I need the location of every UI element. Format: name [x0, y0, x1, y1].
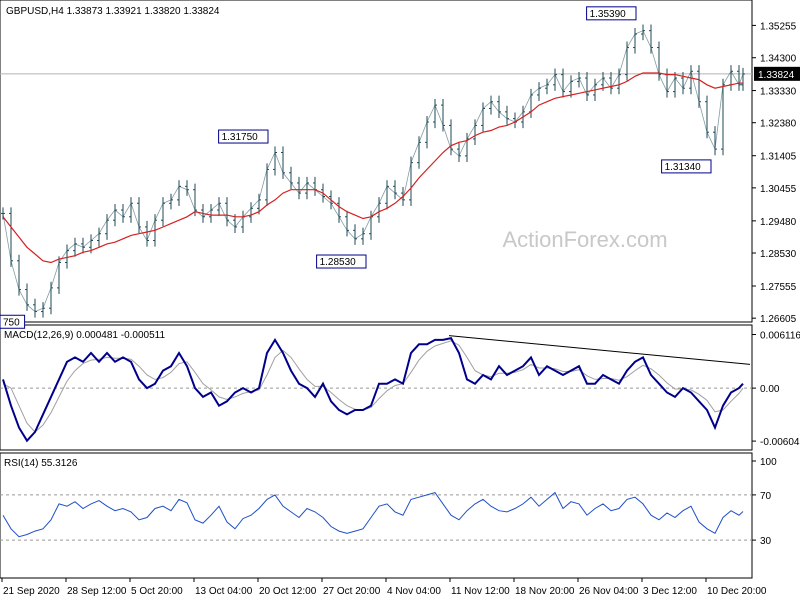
- x-tick-label: 13 Oct 04:00: [195, 586, 253, 597]
- rsi-y-tick-label: 30: [760, 536, 772, 547]
- rsi-y-axis: 100 70 30: [0, 457, 777, 547]
- price-callout-label: 1.31750: [222, 132, 259, 143]
- rsi-line: [2, 491, 744, 538]
- x-tick-label: 27 Oct 20:00: [323, 586, 381, 597]
- macd-y-tick-label: 0.006116: [760, 330, 800, 341]
- x-tick-label: 5 Oct 20:00: [131, 586, 183, 597]
- x-axis: 21 Sep 2020 28 Sep 12:00 5 Oct 20:00 13 Oct…: [1, 578, 767, 597]
- price-title: GBPUSD,H4 1.33873 1.33921 1.33820 1.3382…: [6, 6, 220, 17]
- price-callout-label: 750: [3, 317, 20, 328]
- price-y-tick-label: 1.27555: [760, 282, 797, 293]
- price-panel-frame: [0, 0, 753, 323]
- price-callout-box: [218, 129, 269, 144]
- x-tick-label: 11 Nov 12:00: [451, 586, 510, 597]
- price-callout-box: [0, 314, 26, 329]
- price-callout-box: [316, 254, 367, 269]
- macd-series: [2, 335, 751, 443]
- macd-panel-frame: [0, 324, 753, 451]
- watermark-text: ActionForex.com: [502, 227, 667, 252]
- x-tick-label: 20 Oct 12:00: [259, 586, 317, 597]
- price-y-tick-label: 1.33330: [760, 87, 797, 98]
- x-tick-label: 10 Dec 20:00: [707, 586, 767, 597]
- current-price-box: [754, 66, 800, 81]
- x-tick-label: 3 Dec 12:00: [643, 586, 697, 597]
- macd-y-axis: 0.006116 0.00 -0.00604: [0, 330, 800, 448]
- moving-average-line: [2, 72, 743, 264]
- price-y-tick-label: 1.30455: [760, 184, 797, 195]
- macd-y-tick-label: -0.00604: [760, 437, 800, 448]
- x-tick-label: 28 Sep 12:00: [67, 586, 127, 597]
- price-y-tick-label: 1.29480: [760, 217, 797, 228]
- x-tick-label: 26 Nov 04:00: [579, 586, 639, 597]
- price-callout-label: 1.28530: [320, 257, 357, 268]
- rsi-y-tick-label: 100: [760, 457, 777, 468]
- rsi-panel-frame: [0, 452, 753, 579]
- current-price-label: 1.33824: [758, 70, 795, 81]
- x-tick-label: 4 Nov 04:00: [387, 586, 441, 597]
- macd-title: MACD(12,26,9) 0.000481 -0.000511: [4, 330, 165, 341]
- price-callouts: 1.35390 1.31750 1.28530 1.31340 750: [0, 6, 712, 329]
- price-y-tick-label: 1.26605: [760, 314, 797, 325]
- price-close-line: [2, 30, 744, 313]
- price-series: [1, 24, 745, 318]
- rsi-y-tick-label: 70: [760, 491, 772, 502]
- price-y-tick-label: 1.28530: [760, 249, 797, 260]
- price-y-tick-label: 1.34300: [760, 54, 797, 65]
- price-y-axis: 1.35255 1.34300 1.33330 1.32380 1.31405 1.304…: [0, 21, 800, 325]
- macd-y-tick-label: 0.00: [760, 384, 780, 395]
- rsi-series: [2, 491, 744, 538]
- x-tick-label: 21 Sep 2020: [3, 586, 60, 597]
- macd-divergence-trendline: [448, 335, 751, 365]
- price-callout-box: [661, 159, 712, 174]
- x-tick-label: 18 Nov 20:00: [515, 586, 575, 597]
- price-callout-box: [586, 6, 637, 21]
- rsi-title: RSI(14) 55.3126: [4, 458, 78, 469]
- macd-line: [2, 336, 744, 443]
- price-callout-label: 1.35390: [590, 9, 627, 20]
- price-callout-label: 1.31340: [665, 162, 702, 173]
- price-y-tick-label: 1.31405: [760, 152, 797, 163]
- price-y-tick-label: 1.35255: [760, 21, 797, 32]
- price-y-tick-label: 1.32380: [760, 119, 797, 130]
